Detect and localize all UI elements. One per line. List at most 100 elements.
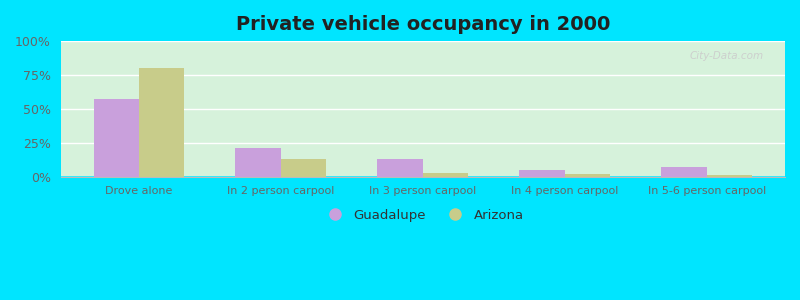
Bar — [61, 42, 785, 97]
Bar — [519, 170, 565, 177]
Bar — [61, 42, 785, 145]
Bar — [61, 43, 785, 174]
Bar — [61, 42, 785, 79]
Bar — [61, 43, 785, 175]
Bar — [61, 42, 785, 118]
Bar — [61, 42, 785, 69]
Bar — [61, 42, 785, 162]
Bar — [61, 42, 785, 160]
Bar — [61, 42, 785, 70]
Bar — [61, 42, 785, 51]
Bar — [61, 42, 785, 76]
Bar — [61, 42, 785, 141]
Bar — [61, 42, 785, 117]
Bar — [61, 42, 785, 172]
Bar — [61, 42, 785, 99]
Bar — [61, 42, 785, 71]
Bar — [61, 42, 785, 135]
Bar — [61, 42, 785, 135]
Bar — [61, 42, 785, 85]
Bar — [61, 42, 785, 120]
Bar — [61, 42, 785, 152]
Bar — [61, 42, 785, 152]
Bar — [61, 42, 785, 97]
Bar — [61, 42, 785, 63]
Bar — [61, 42, 785, 78]
Bar — [61, 42, 785, 87]
Bar — [61, 42, 785, 155]
Bar — [61, 42, 785, 160]
Bar — [61, 42, 785, 105]
Bar — [61, 42, 785, 48]
Bar — [61, 42, 785, 84]
Bar — [61, 42, 785, 43]
Bar — [61, 42, 785, 172]
Bar — [61, 42, 785, 143]
Bar — [61, 42, 785, 168]
Bar — [61, 42, 785, 166]
Bar — [61, 42, 785, 170]
Bar — [422, 172, 468, 177]
Bar — [61, 42, 785, 123]
Bar — [61, 42, 785, 132]
Bar — [61, 42, 785, 68]
Bar — [61, 42, 785, 151]
Bar — [61, 42, 785, 93]
Bar — [61, 42, 785, 74]
Bar — [61, 42, 785, 54]
Bar — [61, 42, 785, 104]
Bar — [61, 42, 785, 56]
Bar — [61, 42, 785, 124]
Bar — [61, 42, 785, 60]
Bar — [61, 42, 785, 112]
Bar — [61, 42, 785, 77]
Bar — [281, 159, 326, 177]
Bar — [61, 42, 785, 107]
Bar — [61, 42, 785, 92]
Bar — [61, 42, 785, 138]
Bar — [61, 42, 785, 165]
Bar — [61, 42, 785, 52]
Bar — [61, 42, 785, 44]
Bar — [61, 42, 785, 90]
Bar — [61, 42, 785, 122]
Bar — [61, 42, 785, 156]
Bar — [61, 42, 785, 102]
Bar — [61, 42, 785, 111]
Bar — [61, 42, 785, 127]
Bar — [61, 42, 785, 154]
Bar — [61, 42, 785, 62]
Bar — [61, 42, 785, 65]
Bar — [61, 42, 785, 110]
Bar — [61, 42, 785, 137]
Bar — [61, 42, 785, 116]
Bar — [61, 42, 785, 164]
Bar — [61, 42, 785, 121]
Bar — [61, 42, 785, 85]
Bar — [61, 42, 785, 112]
Bar — [61, 42, 785, 86]
Bar — [61, 42, 785, 122]
Bar — [61, 42, 785, 169]
Bar — [61, 42, 785, 55]
Title: Private vehicle occupancy in 2000: Private vehicle occupancy in 2000 — [236, 15, 610, 34]
Bar — [61, 42, 785, 55]
Bar — [61, 42, 785, 157]
Bar — [61, 42, 785, 114]
Bar — [61, 42, 785, 67]
Bar — [61, 42, 785, 148]
Bar — [61, 42, 785, 148]
Bar — [61, 42, 785, 75]
Bar — [61, 42, 785, 124]
Bar — [61, 42, 785, 83]
Bar — [61, 42, 785, 130]
Bar — [61, 42, 785, 99]
Bar — [61, 42, 785, 154]
Bar — [61, 42, 785, 101]
Bar — [61, 42, 785, 51]
Bar — [61, 42, 785, 49]
Bar — [565, 174, 610, 177]
Bar — [61, 42, 785, 142]
Bar — [61, 42, 785, 43]
Bar — [61, 42, 785, 62]
